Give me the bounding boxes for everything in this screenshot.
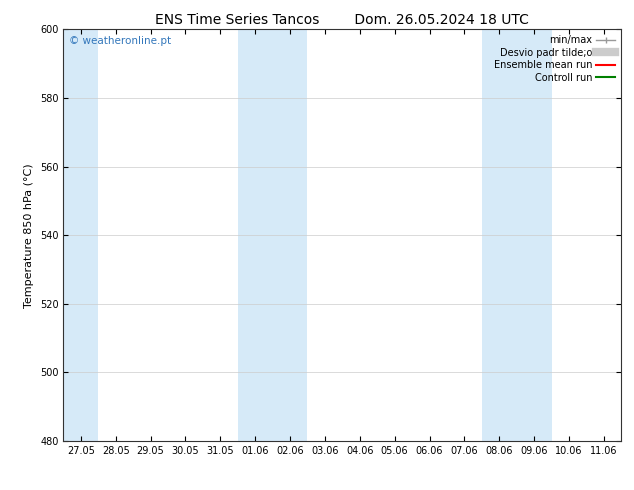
Y-axis label: Temperature 850 hPa (°C): Temperature 850 hPa (°C) (24, 163, 34, 308)
Title: ENS Time Series Tancos        Dom. 26.05.2024 18 UTC: ENS Time Series Tancos Dom. 26.05.2024 1… (155, 13, 529, 27)
Bar (63, 29, 98, 441)
Bar (482, 29, 552, 441)
Text: © weatheronline.pt: © weatheronline.pt (69, 36, 171, 46)
Bar (238, 29, 307, 441)
Legend: min/max, Desvio padr tilde;o, Ensemble mean run, Controll run: min/max, Desvio padr tilde;o, Ensemble m… (489, 31, 619, 86)
